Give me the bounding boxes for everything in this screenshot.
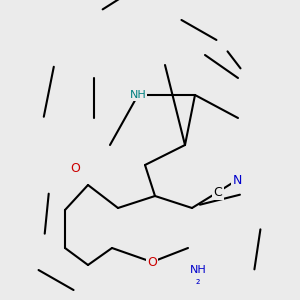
Text: O: O [70, 161, 80, 175]
Text: N: N [232, 173, 242, 187]
Text: NH: NH [190, 265, 206, 275]
Text: NH: NH [130, 90, 146, 100]
Text: C: C [214, 185, 222, 199]
Text: O: O [147, 256, 157, 268]
Text: ₂: ₂ [196, 275, 200, 286]
